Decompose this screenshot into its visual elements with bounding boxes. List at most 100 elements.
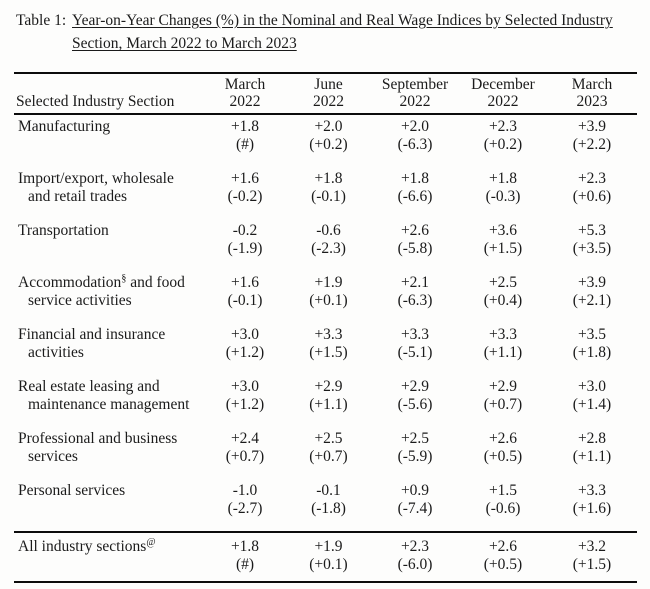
- header-month: June: [314, 76, 343, 93]
- table-title-text: Year-on-Year Changes (%) in the Nominal …: [72, 9, 613, 55]
- value-cell: +1.6 (-0.2): [204, 167, 286, 219]
- real-change: (-5.1): [397, 344, 433, 361]
- value-cell: +3.9 (+2.2): [547, 114, 637, 167]
- industry-name-text: Accommodation: [18, 274, 122, 291]
- value-cell: +1.6 (-0.1): [204, 271, 286, 323]
- industry-name: Professional and business: [18, 430, 202, 448]
- table-number-label: Table 1:: [16, 12, 67, 29]
- header-year: 2022: [487, 93, 519, 110]
- value-cell: +2.5 (+0.7): [286, 427, 371, 479]
- industry-label-cell: Real estate leasing and maintenance manag…: [14, 375, 204, 427]
- real-change: (+0.5): [483, 556, 523, 573]
- industry-label-cell: All industry sections@: [14, 531, 204, 582]
- value-cell: +3.0 (+1.2): [204, 323, 286, 375]
- nominal-change: +2.3: [400, 538, 430, 555]
- nominal-change: +2.5: [314, 430, 343, 447]
- industry-name: Import/export, wholesale: [18, 170, 202, 188]
- industry-label-cell: Accommodation§ and food service activitie…: [14, 271, 204, 323]
- nominal-change: +2.0: [314, 118, 343, 135]
- value-cell: +2.6 (-5.8): [371, 219, 459, 271]
- value-cell: -0.6 (-2.3): [286, 219, 371, 271]
- nominal-change: -0.2: [232, 222, 258, 239]
- header-year: 2022: [313, 93, 344, 110]
- nominal-change: -1.0: [232, 482, 258, 499]
- industry-name-line2: service activities: [28, 292, 132, 309]
- header-month: March: [224, 76, 266, 93]
- header-year: 2023: [576, 93, 608, 110]
- nominal-change: +3.5: [577, 326, 607, 343]
- value-cell: +2.6 (+0.5): [459, 531, 547, 582]
- real-change: (+0.1): [309, 556, 348, 573]
- real-change: (+0.6): [572, 188, 612, 205]
- industry-name-text: All industry sections: [18, 538, 147, 555]
- nominal-change: +3.3: [314, 326, 343, 343]
- nominal-change: +5.3: [577, 222, 607, 239]
- real-change: (+1.2): [225, 396, 265, 413]
- nominal-change: +1.5: [488, 482, 518, 499]
- real-change: (+1.1): [309, 396, 348, 413]
- real-change: (+1.1): [572, 448, 612, 465]
- nominal-change: +2.5: [400, 430, 430, 447]
- industry-name: Transportation: [18, 222, 202, 240]
- value-cell: +2.9 (-5.6): [371, 375, 459, 427]
- real-change: (-0.1): [227, 292, 263, 309]
- value-cell: +1.8 (#): [204, 531, 286, 582]
- real-change: (-0.3): [485, 188, 521, 205]
- header-year: 2022: [399, 93, 431, 110]
- header-month: September: [381, 76, 449, 93]
- table-row-financial-insurance: Financial and insurance activities +3.0 (+…: [14, 323, 637, 375]
- table-row-accommodation-food: Accommodation§ and food service activitie…: [14, 271, 637, 323]
- value-cell: +2.6 (+0.5): [459, 427, 547, 479]
- value-cell: +2.0 (-6.3): [371, 114, 459, 167]
- value-cell: -1.0 (-2.7): [204, 479, 286, 532]
- nominal-change: +3.0: [230, 326, 260, 343]
- real-change: (-2.3): [311, 240, 346, 257]
- table-footer: All industry sections@ +1.8 (#) +1.9 (+0.1…: [14, 531, 637, 582]
- real-change: (-5.9): [397, 448, 433, 465]
- industry-label-cell: Personal services: [14, 479, 204, 532]
- nominal-change: +1.8: [488, 170, 518, 187]
- real-change: (+1.6): [572, 500, 612, 517]
- value-cell: +2.1 (-6.3): [371, 271, 459, 323]
- real-change: (+0.4): [483, 292, 523, 309]
- value-cell: +2.9 (+1.1): [286, 375, 371, 427]
- industry-name-text: Manufacturing: [18, 118, 111, 135]
- real-change: (-0.2): [227, 188, 263, 205]
- nominal-change: +1.9: [314, 274, 343, 291]
- footnote-marker: §: [121, 272, 127, 284]
- value-cell: +3.2 (+1.5): [547, 531, 637, 582]
- value-cell: +1.8 (-0.3): [459, 167, 547, 219]
- real-change: (+1.5): [483, 240, 523, 257]
- column-header-dec-2022: December 2022: [459, 73, 547, 115]
- real-change: (-0.6): [485, 500, 521, 517]
- industry-name-line2: services: [28, 448, 78, 465]
- real-change: (+0.7): [483, 396, 523, 413]
- industry-label-cell: Manufacturing: [14, 114, 204, 167]
- nominal-change: +2.6: [488, 538, 518, 555]
- nominal-change: +3.0: [577, 378, 607, 395]
- industry-name-text: Import/export, wholesale: [18, 170, 174, 187]
- real-change: (-5.6): [397, 396, 433, 413]
- footnote-marker: @: [146, 536, 156, 548]
- real-change: (+2.2): [572, 136, 612, 153]
- nominal-change: +1.8: [230, 118, 260, 135]
- real-change: (-6.6): [397, 188, 433, 205]
- industry-name: Personal services: [18, 482, 202, 500]
- industry-name-text: Personal services: [18, 482, 126, 499]
- industry-label-cell: Transportation: [14, 219, 204, 271]
- table-row-real-estate: Real estate leasing and maintenance manag…: [14, 375, 637, 427]
- header-month: December: [471, 76, 535, 93]
- real-change: (+1.4): [572, 396, 612, 413]
- nominal-change: +3.6: [488, 222, 518, 239]
- nominal-change: +3.2: [577, 538, 607, 555]
- table-title: Table 1: Year-on-Year Changes (%) in the…: [16, 9, 636, 55]
- column-header-sep-2022: September 2022: [371, 73, 459, 115]
- nominal-change: +2.9: [400, 378, 430, 395]
- nominal-change: +3.0: [230, 378, 260, 395]
- value-cell: +3.3 (-5.1): [371, 323, 459, 375]
- wage-index-table: Selected Industry Section March 2022 June…: [14, 72, 637, 583]
- value-cell: +1.9 (+0.1): [286, 531, 371, 582]
- nominal-change: -0.6: [316, 222, 341, 239]
- industry-name-line2: activities: [28, 344, 84, 361]
- value-cell: +3.3 (+1.6): [547, 479, 637, 532]
